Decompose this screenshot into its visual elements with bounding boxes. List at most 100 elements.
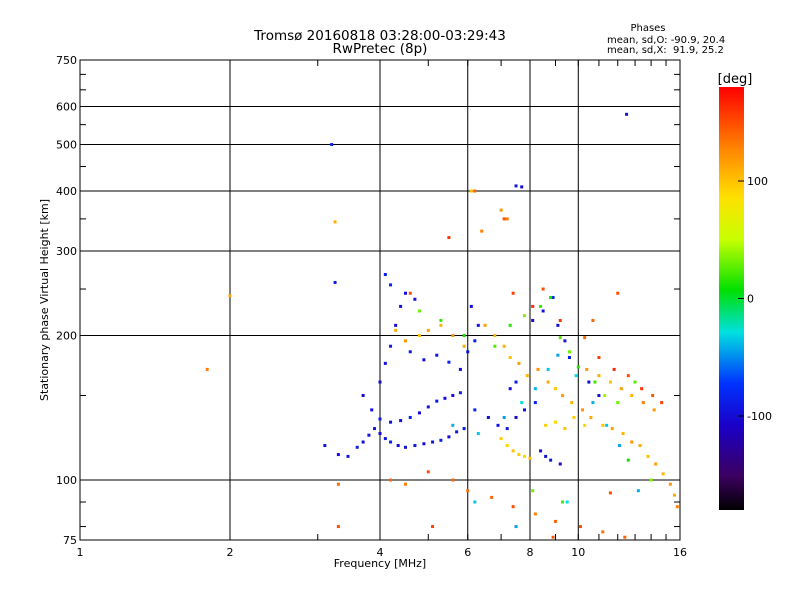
echo-point	[469, 189, 473, 193]
echo-point	[396, 444, 400, 448]
echo-point	[502, 415, 506, 419]
echo-point	[403, 482, 407, 486]
echo-point	[661, 472, 665, 476]
echo-point	[654, 462, 658, 466]
chart-title: Tromsø 20160818 03:28:00-03:29:43	[253, 28, 506, 44]
echo-point	[668, 482, 672, 486]
echo-point	[520, 185, 524, 189]
echo-point	[536, 367, 540, 371]
colorbar-label: [deg]	[718, 72, 753, 87]
x-tick-label: 4	[377, 546, 384, 559]
echo-point	[570, 401, 574, 405]
echo-point	[458, 391, 462, 395]
echo-point	[553, 420, 557, 424]
echo-point	[649, 478, 653, 482]
echo-point	[608, 491, 612, 495]
echo-point	[558, 462, 562, 466]
echo-point	[378, 380, 382, 384]
echo-point	[480, 229, 484, 233]
echo-point	[451, 423, 455, 427]
echo-point	[505, 427, 509, 431]
echo-point	[605, 423, 609, 427]
y-tick-label: 200	[56, 330, 77, 343]
echo-point	[585, 367, 589, 371]
echo-point	[551, 535, 555, 539]
echo-point	[476, 432, 480, 436]
echo-point	[625, 112, 629, 116]
echo-point	[514, 525, 518, 529]
echo-point	[651, 394, 655, 398]
echo-point	[336, 482, 340, 486]
echo-point	[426, 405, 430, 409]
phase-info-o-mode: mean, sd,O: -90.9, 20.4	[607, 35, 725, 46]
echo-point	[431, 440, 435, 444]
echo-point	[608, 380, 612, 384]
echo-point	[228, 294, 232, 298]
echo-point	[422, 358, 426, 362]
echo-point	[399, 419, 403, 423]
x-axis-label: Frequency [MHz]	[334, 557, 426, 570]
echo-point	[641, 401, 645, 405]
echo-point	[394, 328, 398, 332]
echo-point	[539, 449, 543, 453]
echo-point	[451, 394, 455, 398]
echo-point	[422, 442, 426, 446]
echo-point	[389, 478, 393, 482]
echo-point	[483, 323, 487, 327]
echo-point	[323, 444, 327, 448]
y-tick-label: 500	[56, 139, 77, 152]
echo-point	[508, 355, 512, 359]
echo-point	[531, 489, 535, 493]
echo-point	[502, 217, 506, 221]
phase-info-x-mode: mean, sd,X: 91.9, 25.2	[607, 45, 724, 56]
echo-point	[523, 314, 527, 318]
echo-point	[581, 408, 585, 412]
echo-point	[462, 344, 466, 348]
echo-point	[469, 304, 473, 308]
echo-point	[496, 423, 500, 427]
echo-point	[533, 401, 537, 405]
echo-point	[447, 360, 451, 364]
echo-point	[561, 500, 565, 504]
echo-point	[493, 344, 497, 348]
echo-point	[646, 454, 650, 458]
echo-point	[589, 415, 593, 419]
echo-point	[593, 380, 597, 384]
echo-point	[591, 318, 595, 322]
echo-point	[553, 519, 557, 523]
echo-point	[205, 367, 209, 371]
echo-point	[383, 273, 387, 277]
echo-point	[514, 415, 518, 419]
echo-point	[389, 440, 393, 444]
grid-lines	[80, 60, 680, 540]
echo-point	[601, 423, 605, 427]
echo-point	[451, 478, 455, 482]
echo-point	[558, 336, 562, 340]
echo-point	[389, 283, 393, 287]
x-tick-label: 10	[571, 546, 585, 559]
echo-point	[508, 323, 512, 327]
echo-point	[408, 291, 412, 295]
echo-point	[408, 415, 412, 419]
echo-point	[673, 493, 677, 497]
echo-point	[563, 339, 567, 343]
echo-point	[431, 525, 435, 529]
echo-point	[553, 387, 557, 391]
y-tick-label: 400	[56, 185, 77, 198]
echo-point	[640, 387, 644, 391]
echo-point	[531, 318, 535, 322]
echo-point	[333, 280, 337, 284]
echo-point	[473, 339, 477, 343]
echo-point	[623, 535, 627, 539]
echo-point	[473, 408, 477, 412]
echo-point	[378, 432, 382, 436]
echo-point	[486, 415, 490, 419]
echo-point	[462, 427, 466, 431]
echo-point	[514, 184, 518, 188]
echo-point	[660, 401, 664, 405]
echo-point	[633, 380, 637, 384]
y-tick-label: 600	[56, 101, 77, 114]
echo-point	[576, 365, 580, 369]
echo-point	[652, 408, 656, 412]
